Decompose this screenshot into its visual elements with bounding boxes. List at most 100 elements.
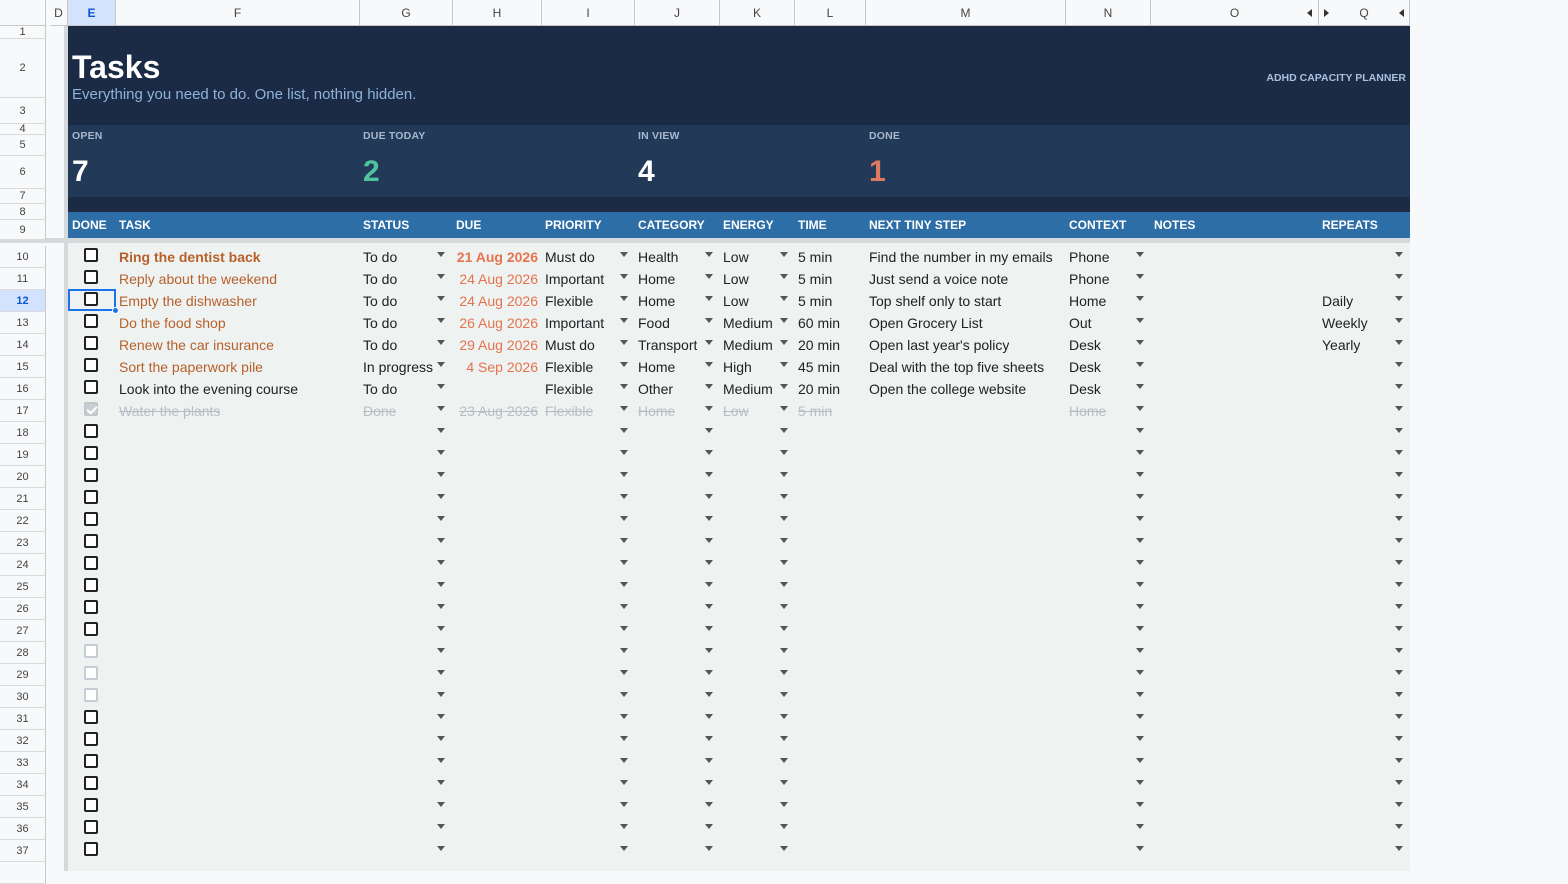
dropdown-arrow-icon[interactable] [1136,296,1144,301]
dropdown-arrow-icon[interactable] [1136,428,1144,433]
column-header-j[interactable]: J [635,0,720,26]
cell-task[interactable]: Sort the paperwork pile [119,359,263,375]
done-checkbox[interactable] [84,336,98,350]
row-header-3[interactable]: 3 [0,98,46,124]
cell-context[interactable]: Home [1069,293,1107,309]
dropdown-arrow-icon[interactable] [437,472,445,477]
dropdown-arrow-icon[interactable] [780,714,788,719]
dropdown-arrow-icon[interactable] [705,472,713,477]
cell-task[interactable]: Reply about the weekend [119,271,277,287]
dropdown-arrow-icon[interactable] [1395,428,1403,433]
dropdown-arrow-icon[interactable] [780,450,788,455]
done-checkbox[interactable] [84,424,98,438]
dropdown-arrow-icon[interactable] [1136,736,1144,741]
dropdown-arrow-icon[interactable] [620,846,628,851]
column-header-f[interactable]: F [116,0,360,26]
cell-priority[interactable]: Must do [545,249,595,265]
cell-next[interactable]: Open the college website [869,381,1027,397]
dropdown-arrow-icon[interactable] [705,692,713,697]
dropdown-arrow-icon[interactable] [437,362,445,367]
row-header-26[interactable]: 26 [0,598,46,620]
dropdown-arrow-icon[interactable] [620,450,628,455]
dropdown-arrow-icon[interactable] [437,340,445,345]
row-header-28[interactable]: 28 [0,642,46,664]
cell-task[interactable]: Ring the dentist back [119,249,261,265]
dropdown-arrow-icon[interactable] [620,472,628,477]
done-checkbox[interactable] [84,578,98,592]
dropdown-arrow-icon[interactable] [437,516,445,521]
done-checkbox[interactable] [84,600,98,614]
cell-context[interactable]: Phone [1069,249,1110,265]
cell-status[interactable]: To do [363,293,398,309]
dropdown-arrow-icon[interactable] [780,736,788,741]
dropdown-arrow-icon[interactable] [705,428,713,433]
dropdown-arrow-icon[interactable] [437,406,445,411]
cell-priority[interactable]: Important [545,315,605,331]
done-checkbox[interactable] [84,270,98,284]
dropdown-arrow-icon[interactable] [620,736,628,741]
dropdown-arrow-icon[interactable] [705,450,713,455]
row-header-8[interactable]: 8 [0,204,46,220]
row-header-19[interactable]: 19 [0,444,46,466]
dropdown-arrow-icon[interactable] [1136,780,1144,785]
column-header-n[interactable]: N [1066,0,1151,26]
dropdown-arrow-icon[interactable] [1395,450,1403,455]
dropdown-arrow-icon[interactable] [620,648,628,653]
dropdown-arrow-icon[interactable] [620,560,628,565]
cell-status[interactable]: To do [363,315,398,331]
cell-time[interactable]: 20 min [798,337,841,353]
row-header-30[interactable]: 30 [0,686,46,708]
dropdown-arrow-icon[interactable] [1136,362,1144,367]
dropdown-arrow-icon[interactable] [620,428,628,433]
dropdown-arrow-icon[interactable] [780,472,788,477]
dropdown-arrow-icon[interactable] [1395,736,1403,741]
row-header-7[interactable]: 7 [0,189,46,204]
dropdown-arrow-icon[interactable] [780,538,788,543]
cell-category[interactable]: Other [638,381,674,397]
cell-category[interactable]: Health [638,249,679,265]
done-checkbox[interactable] [84,710,98,724]
cell-due[interactable]: 21 Aug 2026 [456,249,538,265]
row-header-17[interactable]: 17 [0,400,46,422]
dropdown-arrow-icon[interactable] [780,758,788,763]
row-header-5[interactable]: 5 [0,135,46,156]
dropdown-arrow-icon[interactable] [705,252,713,257]
dropdown-arrow-icon[interactable] [780,318,788,323]
dropdown-arrow-icon[interactable] [1136,494,1144,499]
dropdown-arrow-icon[interactable] [1136,692,1144,697]
dropdown-arrow-icon[interactable] [1395,846,1403,851]
cell-time[interactable]: 5 min [798,249,833,265]
dropdown-arrow-icon[interactable] [620,252,628,257]
fill-handle[interactable] [112,307,119,314]
done-checkbox[interactable] [84,644,98,658]
dropdown-arrow-icon[interactable] [780,428,788,433]
dropdown-arrow-icon[interactable] [620,384,628,389]
cell-priority[interactable]: Flexible [545,403,594,419]
dropdown-arrow-icon[interactable] [705,648,713,653]
row-header-31[interactable]: 31 [0,708,46,730]
dropdown-arrow-icon[interactable] [705,362,713,367]
dropdown-arrow-icon[interactable] [620,670,628,675]
dropdown-arrow-icon[interactable] [780,406,788,411]
cell-due[interactable]: 4 Sep 2026 [466,359,538,375]
dropdown-arrow-icon[interactable] [780,692,788,697]
scroll-left-icon[interactable] [1399,9,1404,17]
dropdown-arrow-icon[interactable] [1136,670,1144,675]
dropdown-arrow-icon[interactable] [705,560,713,565]
row-header-6[interactable]: 6 [0,156,46,189]
cell-status[interactable]: To do [363,381,398,397]
row-header-18[interactable]: 18 [0,422,46,444]
cell-time[interactable]: 60 min [798,315,841,331]
row-header-10[interactable]: 10 [0,246,46,268]
cell-task[interactable]: Do the food shop [119,315,226,331]
dropdown-arrow-icon[interactable] [620,692,628,697]
dropdown-arrow-icon[interactable] [1395,274,1403,279]
done-checkbox[interactable] [84,380,98,394]
column-header-l[interactable]: L [795,0,866,26]
dropdown-arrow-icon[interactable] [620,296,628,301]
cell-context[interactable]: Home [1069,403,1107,419]
dropdown-arrow-icon[interactable] [620,494,628,499]
cell-energy[interactable]: Low [723,293,749,309]
cell-due[interactable]: 24 Aug 2026 [459,293,538,309]
dropdown-arrow-icon[interactable] [780,670,788,675]
